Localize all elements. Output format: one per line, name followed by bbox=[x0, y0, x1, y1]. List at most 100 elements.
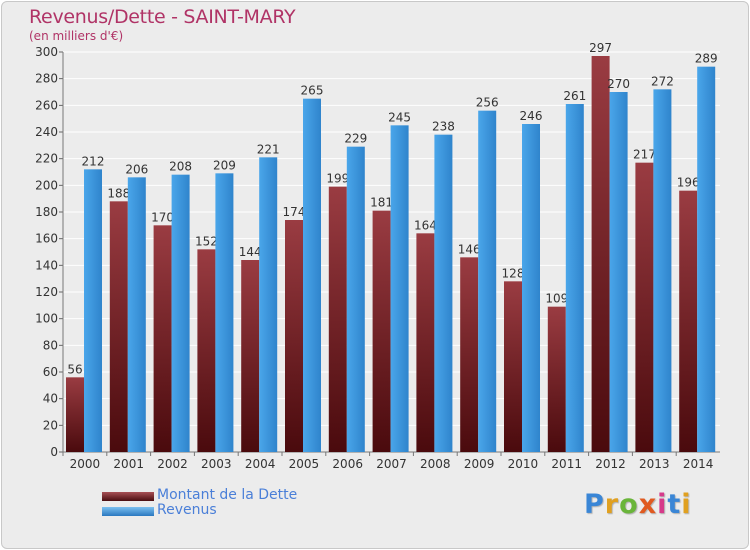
y-tick-label: 200 bbox=[35, 178, 58, 192]
bar-dette bbox=[241, 260, 260, 452]
logo-letter: i bbox=[657, 489, 668, 520]
y-tick-label: 280 bbox=[35, 72, 58, 86]
bar-revenus bbox=[346, 146, 365, 452]
data-label-revenus: 238 bbox=[432, 120, 455, 134]
x-tick-label: 2001 bbox=[113, 457, 144, 471]
logo-letter: t bbox=[667, 489, 682, 520]
data-label-revenus: 229 bbox=[344, 132, 367, 146]
y-tick-label: 240 bbox=[35, 125, 58, 139]
data-label-revenus: 256 bbox=[476, 96, 499, 110]
y-tick-label: 80 bbox=[43, 338, 58, 352]
proxiti-logo: Proxiti bbox=[584, 489, 692, 520]
data-label-revenus: 261 bbox=[563, 89, 586, 103]
y-tick-label: 100 bbox=[35, 312, 58, 326]
x-tick-label: 2000 bbox=[70, 457, 101, 471]
data-label-dette: 146 bbox=[458, 242, 481, 256]
data-label-revenus: 270 bbox=[607, 77, 630, 91]
data-label-revenus: 289 bbox=[695, 52, 718, 66]
legend-label-dette: Montant de la Dette bbox=[157, 487, 298, 503]
bar-dette bbox=[591, 56, 610, 452]
x-tick-label: 2006 bbox=[332, 457, 363, 471]
bar-revenus bbox=[84, 169, 102, 453]
bar-dette bbox=[66, 377, 84, 452]
bar-dette bbox=[547, 306, 566, 452]
bar-dette bbox=[328, 186, 347, 452]
y-tick-label: 120 bbox=[35, 285, 58, 299]
bar-revenus bbox=[127, 177, 146, 453]
data-label-revenus: 206 bbox=[125, 162, 148, 176]
x-tick-label: 2014 bbox=[683, 457, 714, 471]
bar-dette bbox=[504, 281, 522, 452]
bar-revenus bbox=[303, 98, 321, 453]
y-tick-label: 60 bbox=[43, 365, 58, 379]
x-tick-label: 2012 bbox=[595, 457, 626, 471]
data-label-dette: 196 bbox=[677, 176, 700, 190]
bar-dette bbox=[460, 257, 479, 452]
bar-revenus bbox=[171, 174, 190, 452]
y-tick-label: 40 bbox=[43, 392, 58, 406]
data-label-revenus: 272 bbox=[651, 74, 674, 88]
data-label-revenus: 208 bbox=[169, 160, 192, 174]
data-label-dette: 109 bbox=[545, 292, 568, 306]
data-label-revenus: 245 bbox=[388, 110, 411, 124]
data-label-dette: 144 bbox=[239, 245, 262, 259]
x-tick-label: 2008 bbox=[420, 457, 451, 471]
bar-revenus bbox=[434, 134, 453, 452]
bar-revenus bbox=[478, 110, 497, 453]
data-label-revenus: 221 bbox=[257, 142, 280, 156]
data-label-dette: 199 bbox=[326, 172, 349, 186]
legend-label-revenus: Revenus bbox=[157, 502, 217, 518]
x-tick-label: 2004 bbox=[245, 457, 276, 471]
y-tick-label: 140 bbox=[35, 258, 58, 272]
legend-swatch-revenus bbox=[102, 507, 154, 516]
x-tick-label: 2007 bbox=[376, 457, 407, 471]
data-label-dette: 188 bbox=[107, 186, 130, 200]
bar-dette bbox=[372, 210, 391, 452]
logo-letter: x bbox=[638, 489, 658, 520]
data-label-dette: 128 bbox=[502, 266, 525, 280]
bar-revenus bbox=[697, 66, 716, 453]
y-tick-label: 220 bbox=[35, 152, 58, 166]
bar-revenus bbox=[522, 124, 540, 452]
bar-revenus bbox=[390, 125, 409, 452]
logo-letter: i bbox=[681, 489, 692, 520]
y-tick-label: 260 bbox=[35, 98, 58, 112]
data-label-dette: 164 bbox=[414, 218, 437, 232]
data-label-dette: 152 bbox=[195, 234, 218, 248]
data-label-revenus: 212 bbox=[82, 154, 105, 168]
bar-dette bbox=[635, 162, 654, 452]
data-label-revenus: 246 bbox=[520, 109, 543, 123]
x-tick-label: 2003 bbox=[201, 457, 232, 471]
y-tick-label: 160 bbox=[35, 232, 58, 246]
bar-dette bbox=[153, 225, 172, 452]
bar-revenus bbox=[215, 173, 234, 453]
data-label-dette: 56 bbox=[67, 362, 82, 376]
data-label-revenus: 265 bbox=[301, 84, 324, 98]
data-label-dette: 217 bbox=[633, 148, 656, 162]
logo-letter: r bbox=[604, 489, 620, 520]
y-tick-label: 300 bbox=[35, 45, 58, 59]
bar-dette bbox=[416, 233, 435, 452]
bar-revenus bbox=[259, 157, 278, 453]
chart-subtitle: (en milliers d'€) bbox=[29, 29, 124, 43]
y-tick-label: 0 bbox=[50, 445, 58, 459]
x-tick-label: 2010 bbox=[508, 457, 539, 471]
data-label-revenus: 209 bbox=[213, 158, 236, 172]
bar-dette bbox=[285, 220, 303, 452]
bar-dette bbox=[109, 201, 128, 452]
y-tick-label: 180 bbox=[35, 205, 58, 219]
data-label-dette: 297 bbox=[589, 41, 612, 55]
logo-letter: o bbox=[619, 489, 639, 520]
bar-revenus bbox=[653, 89, 672, 452]
bar-revenus bbox=[609, 92, 628, 452]
chart-title: Revenus/Dette - SAINT-MARY bbox=[29, 6, 296, 28]
x-tick-label: 2005 bbox=[289, 457, 320, 471]
logo-letter: P bbox=[584, 489, 605, 520]
data-label-dette: 181 bbox=[370, 196, 393, 210]
bar-dette bbox=[679, 190, 698, 452]
data-label-dette: 170 bbox=[151, 210, 174, 224]
x-tick-label: 2009 bbox=[464, 457, 495, 471]
x-tick-label: 2013 bbox=[639, 457, 670, 471]
legend-swatch-dette bbox=[102, 492, 154, 501]
